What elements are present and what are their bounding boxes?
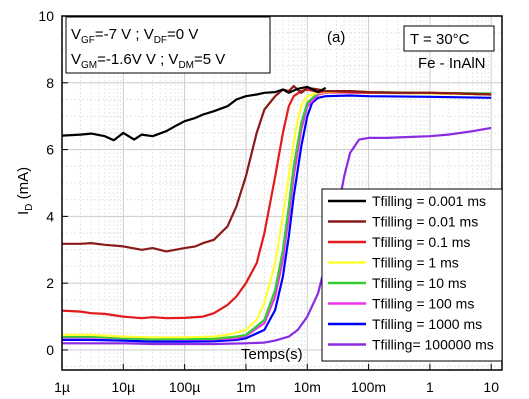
legend: Tfilling = 0.001 ms Tfilling = 0.01 ms Tfi… [321, 188, 503, 362]
conditions-line-2: VGM=-1.6V V ; VDM=5 V [71, 51, 225, 71]
y-tick-label: 0 [46, 342, 54, 358]
ticks: 1µ 10µ 100µ 1m 10m 100m 1 10 0 2 4 6 8 10 [38, 8, 499, 395]
material-label: Fe - InAlN [418, 55, 486, 72]
x-tick-label: 10µ [111, 379, 135, 395]
x-tick-label: 1m [236, 379, 255, 395]
vgf-sub: GF [81, 35, 95, 46]
legend-entry: Tfilling = 0.1 ms [372, 234, 470, 250]
y-tick-label: 8 [46, 75, 54, 91]
temperature-box [403, 25, 495, 52]
series-line-0 [61, 85, 327, 142]
x-tick-label: 10 [483, 379, 499, 395]
vdm-main: V [168, 51, 178, 68]
vdf-sub: DF [154, 35, 167, 46]
y-tick-label: 6 [46, 142, 54, 158]
series-line-7 [62, 126, 492, 346]
x-tick-label: 1 [426, 379, 434, 395]
x-tick-label: 1µ [54, 379, 70, 395]
x-tick-label: 10m [294, 379, 321, 395]
legend-entry: Tfilling = 0.01 ms [372, 214, 478, 230]
vdm-value: =5 V [194, 51, 225, 68]
conditions-box: VGF=-7 V ; VDF=0 V VGM=-1.6V V ; VDM=5 V [65, 16, 271, 74]
legend-entry: Tfilling = 10 ms [372, 275, 467, 291]
y-axis-label-sub: D [24, 204, 35, 211]
legend-entry: Tfilling = 100 ms [372, 296, 474, 312]
vdf-value: =0 V [167, 26, 198, 43]
legend-entry: Tfilling = 0.001 ms [372, 193, 486, 209]
vdm-sub: DM [178, 60, 194, 71]
x-axis-label: Temps(s) [241, 346, 303, 363]
y-tick-label: 10 [38, 8, 54, 24]
vgm-main: V [71, 51, 81, 68]
vgm-sub: GM [81, 60, 97, 71]
temperature-label: T = 30°C [410, 31, 470, 48]
y-axis-label: ID (mA) [15, 167, 35, 215]
series-layer [61, 84, 492, 346]
y-tick-label: 4 [46, 208, 54, 224]
y-axis-label-main: I [15, 211, 32, 215]
legend-entry: Tfilling = 1 ms [372, 255, 459, 271]
series-line-6 [62, 94, 492, 343]
x-tick-label: 100m [351, 379, 386, 395]
y-axis-label-unit: (mA) [15, 167, 32, 204]
vdf-main: V [144, 26, 154, 43]
legend-entry: Tfilling = 1000 ms [372, 316, 482, 332]
vgf-main: V [71, 26, 81, 43]
series-line-1 [62, 84, 492, 253]
legend-box [321, 188, 503, 362]
legend-entry: Tfilling= 100000 ms [372, 337, 494, 353]
vgf-value: =-7 V ; [95, 26, 144, 43]
panel-label: (a) [327, 29, 345, 46]
conditions-line-1: VGF=-7 V ; VDF=0 V [71, 26, 198, 46]
vgm-value: =-1.6V V ; [97, 51, 168, 68]
x-tick-label: 100µ [169, 379, 200, 395]
y-tick-label: 2 [46, 275, 54, 291]
